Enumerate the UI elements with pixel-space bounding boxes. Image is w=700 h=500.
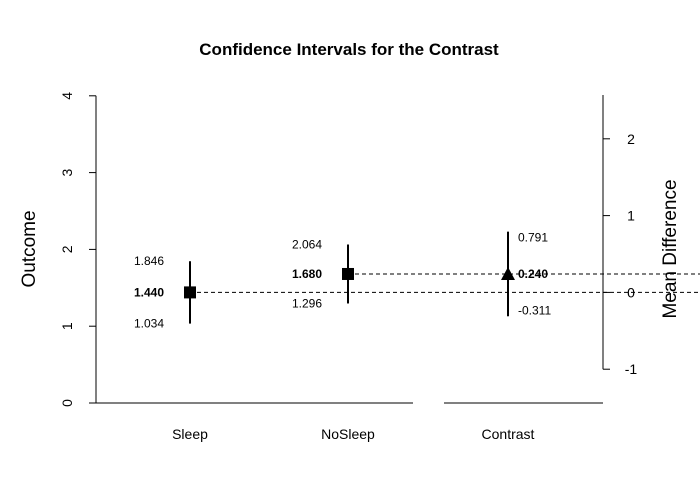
left-tick-label: 4	[59, 92, 75, 100]
left-axis-title: Outcome	[19, 210, 40, 287]
category-label-sleep: Sleep	[172, 426, 208, 442]
right-axis-title: Mean Difference	[660, 179, 681, 318]
interval-marks	[184, 231, 515, 324]
left-tick-label: 1	[59, 322, 75, 330]
value-label-contrast-lower: -0.311	[518, 303, 551, 317]
value-label-nosleep-lower: 1.296	[292, 296, 322, 310]
left-tick-label: 0	[59, 399, 75, 407]
estimate-marker-contrast	[501, 266, 515, 280]
right-tick-label: 2	[627, 131, 635, 147]
value-label-contrast-estimate: 0.240	[518, 267, 548, 281]
value-label-sleep-lower: 1.034	[134, 317, 164, 331]
value-label-nosleep-upper: 2.064	[292, 237, 322, 251]
value-label-sleep-estimate: 1.440	[134, 285, 164, 299]
left-tick-label: 3	[59, 168, 75, 176]
left-tick-label: 2	[59, 245, 75, 253]
reference-lines	[190, 273, 700, 293]
category-label-nosleep: NoSleep	[321, 426, 375, 442]
value-label-contrast-upper: 0.791	[518, 231, 548, 245]
value-label-sleep-upper: 1.846	[134, 254, 164, 268]
chart-title: Confidence Intervals for the Contrast	[199, 40, 499, 59]
estimate-marker-sleep	[184, 286, 196, 299]
category-label-contrast: Contrast	[482, 426, 535, 442]
value-labels: 1.846 1.440 1.034 2.064 1.680 1.296 0.791 0.240…	[134, 231, 551, 331]
right-tick-label: -1	[625, 361, 638, 377]
value-label-nosleep-estimate: 1.680	[292, 267, 322, 281]
estimate-marker-nosleep	[342, 267, 354, 280]
right-tick-label: 1	[627, 208, 635, 224]
